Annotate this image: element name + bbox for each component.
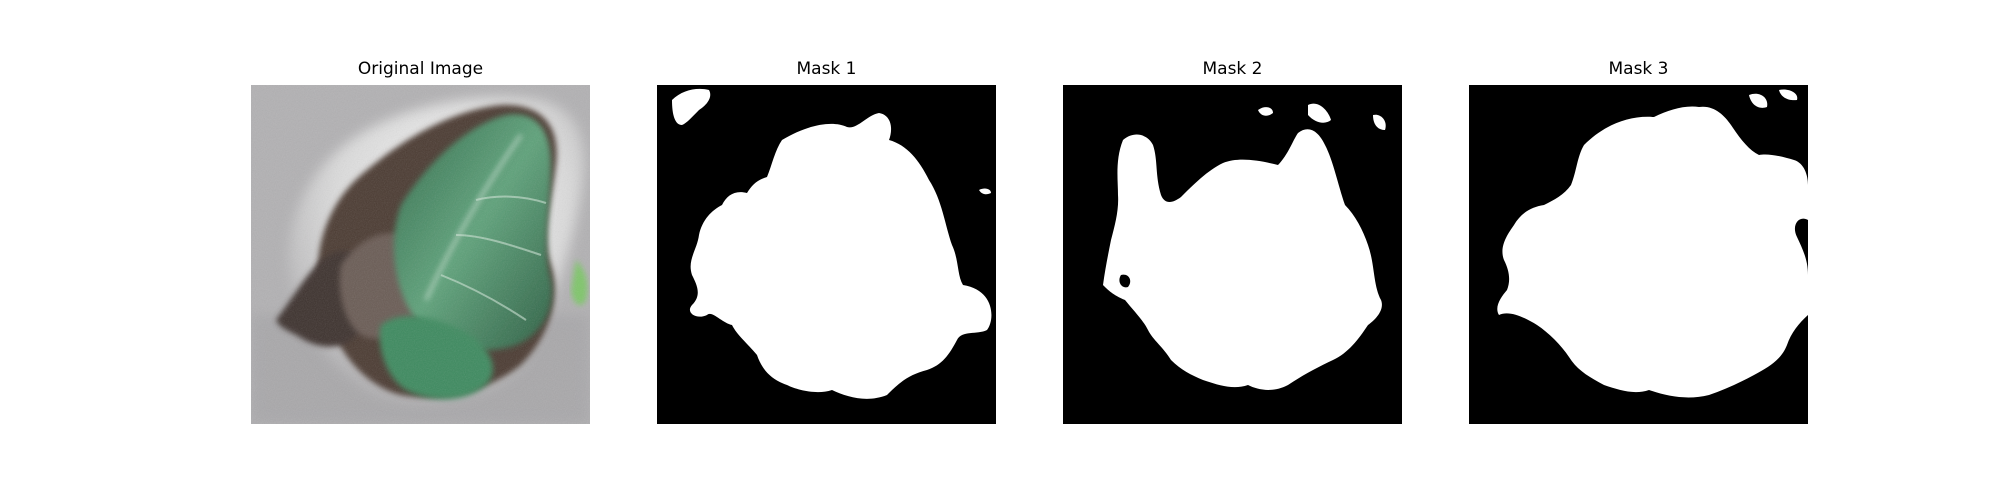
- mask-1-image: [657, 85, 996, 424]
- original-leaf-image: [251, 85, 590, 424]
- panel-mask-1: Mask 1: [657, 58, 996, 424]
- panel-title: Mask 1: [796, 59, 857, 79]
- mask-3-image: [1469, 85, 1808, 424]
- panel-mask-3: Mask 3: [1469, 58, 1808, 424]
- panel-title: Mask 2: [1202, 59, 1263, 79]
- panel-original-image: Original Image: [251, 58, 590, 424]
- panel-title: Mask 3: [1608, 59, 1669, 79]
- panel-mask-2: Mask 2: [1063, 58, 1402, 424]
- panel-title: Original Image: [357, 59, 484, 79]
- mask-2-image: [1063, 85, 1402, 424]
